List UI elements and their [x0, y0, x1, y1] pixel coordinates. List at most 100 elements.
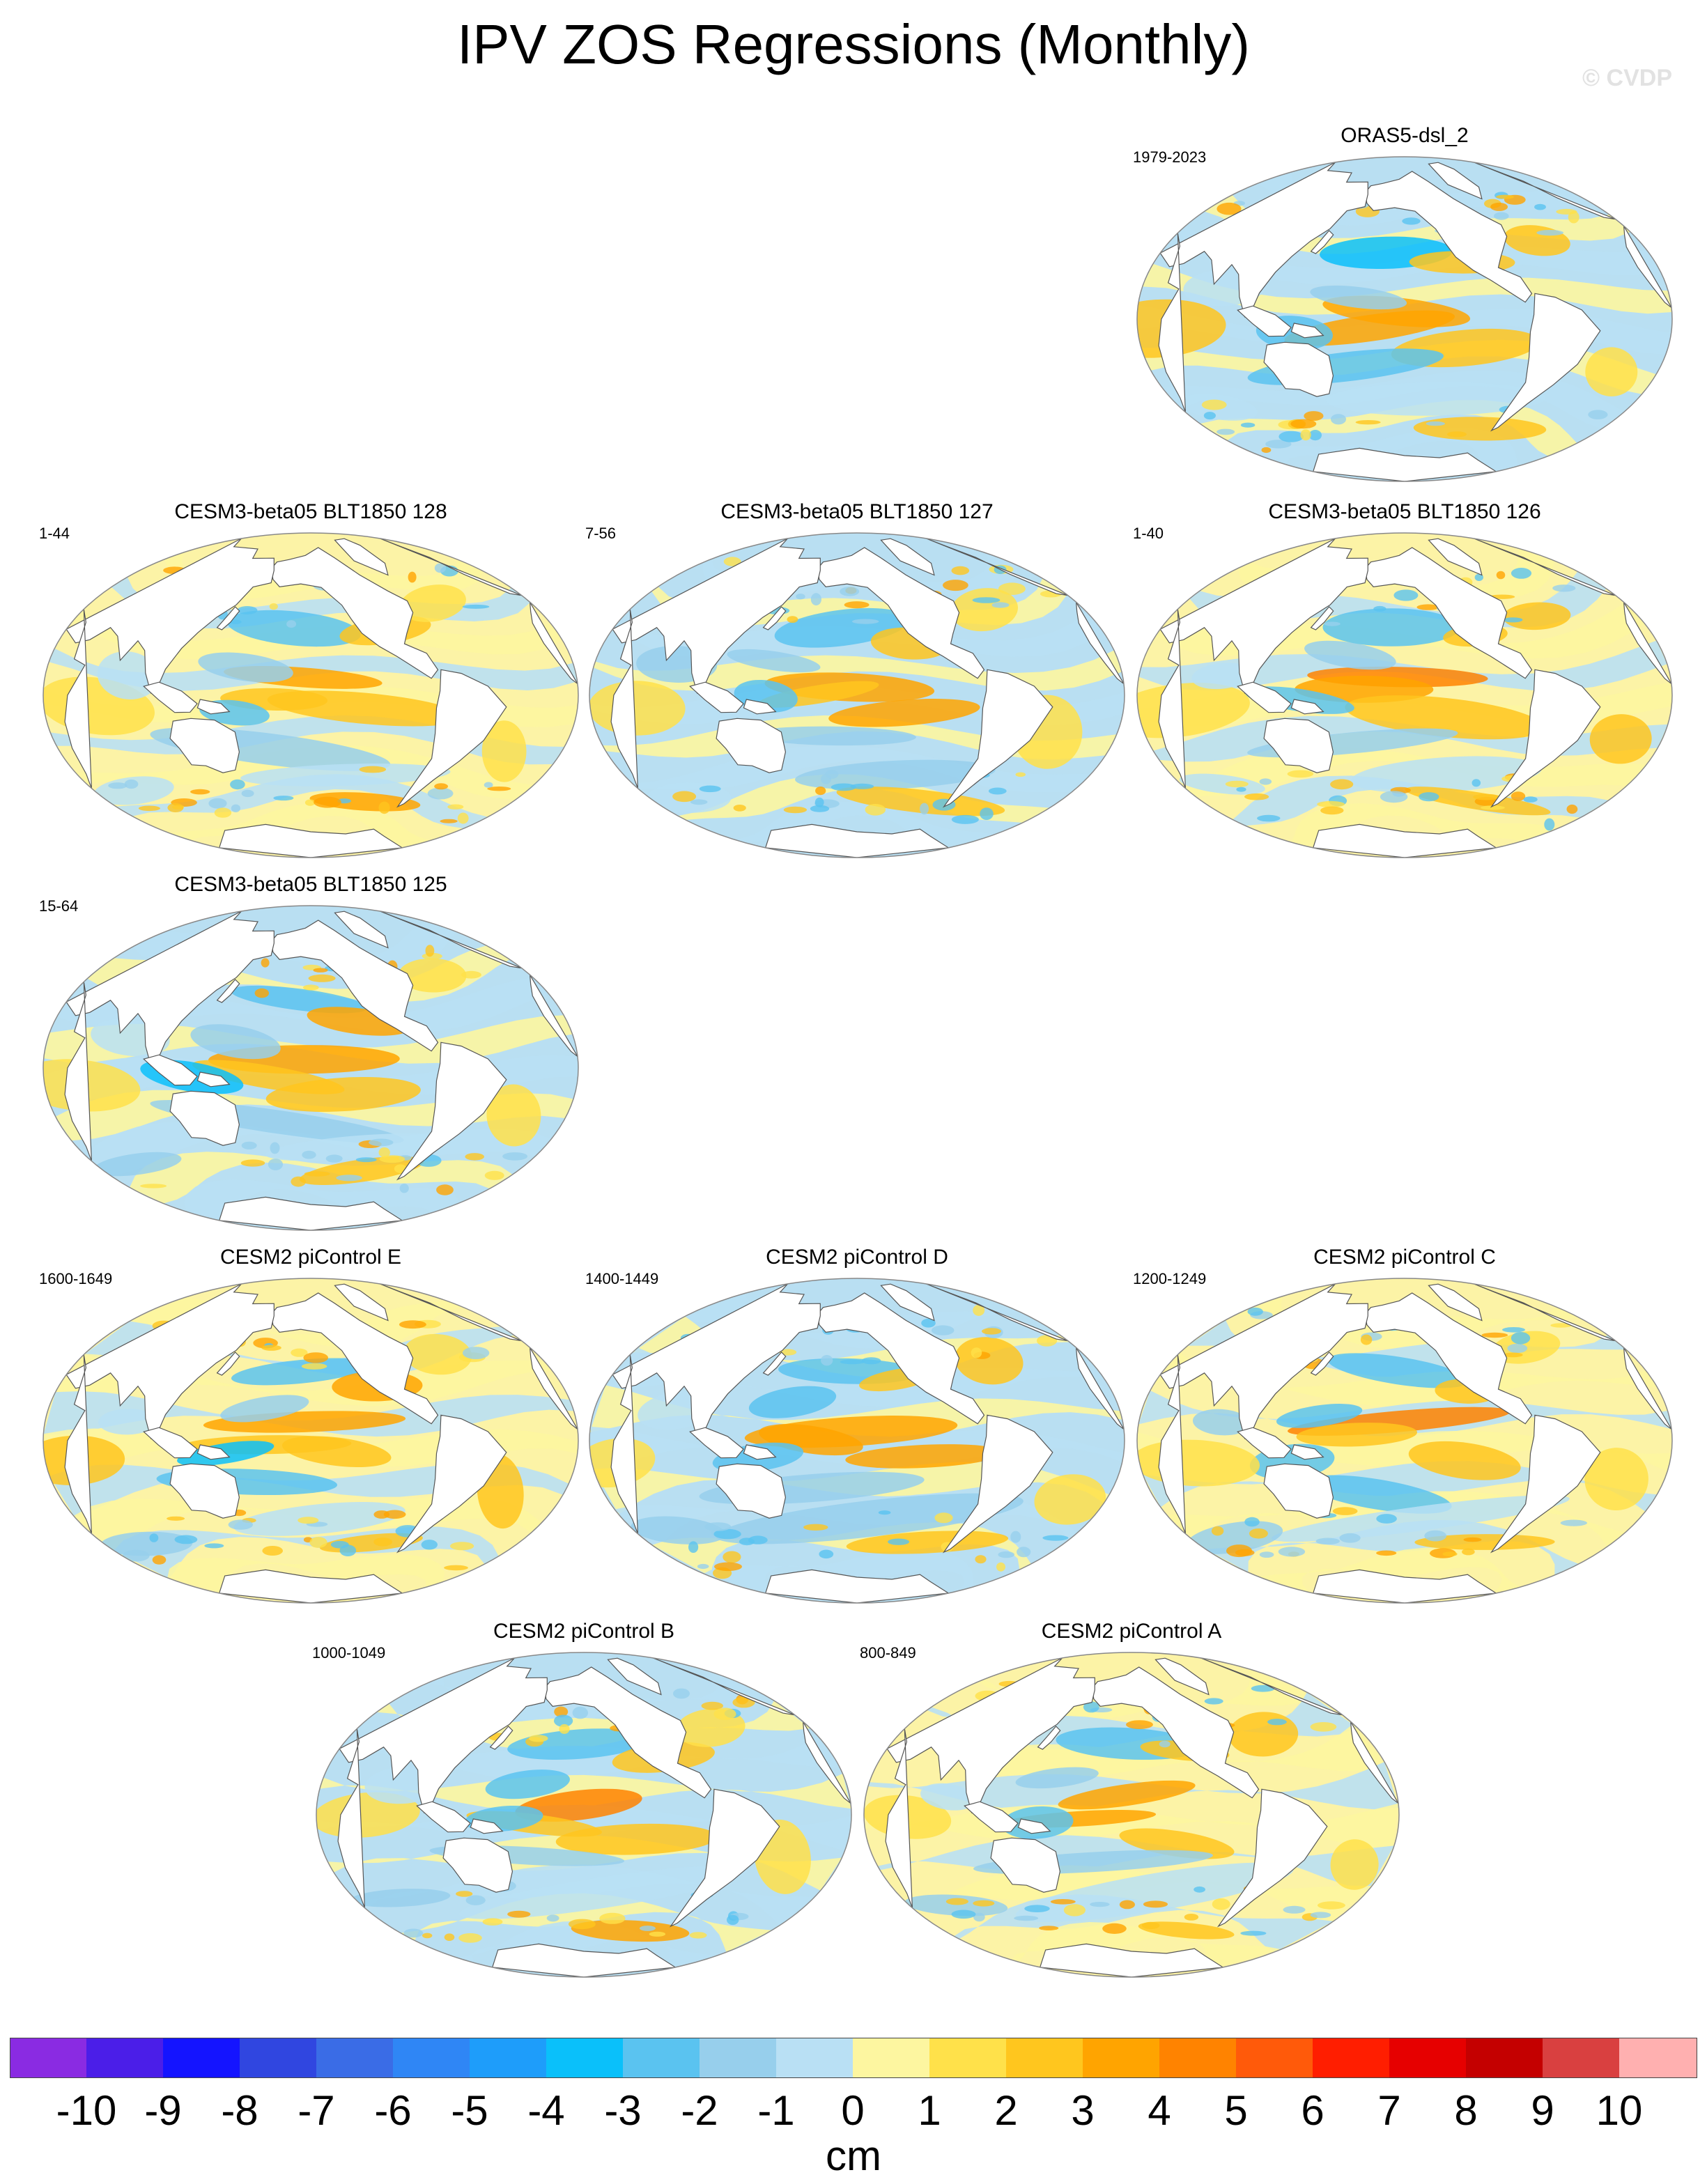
- land-antarctica: [1312, 447, 1498, 481]
- world-map: [589, 532, 1125, 858]
- land-africa-east: [64, 982, 92, 1161]
- anomaly-speckle: [462, 1347, 490, 1359]
- land-africa-east: [1158, 1354, 1186, 1534]
- figure-title: IPV ZOS Regressions (Monthly): [456, 13, 1251, 75]
- land-new-guinea: [196, 699, 231, 715]
- anomaly-speckle: [1244, 793, 1269, 800]
- anomaly-speckle: [325, 1154, 343, 1163]
- colorbar-tick-label: -6: [374, 2087, 412, 2134]
- colorbar-cell: [10, 2038, 87, 2078]
- land-indonesia: [1237, 681, 1292, 713]
- anomaly-speckle: [943, 580, 968, 591]
- colorbar-tick-label: 6: [1301, 2087, 1324, 2134]
- land-africa-east: [64, 609, 92, 789]
- anomaly-contour: [1345, 695, 1545, 740]
- anomaly-speckle: [229, 619, 242, 624]
- anomaly-speckle: [1566, 804, 1578, 814]
- anomaly-band: [602, 1347, 1104, 1407]
- map-panel: CESM2 piControl A 800-849: [860, 1618, 1403, 1980]
- panel-title: ORAS5-dsl_2: [1341, 124, 1469, 147]
- anomaly-speckle: [1376, 1550, 1397, 1556]
- anomaly-speckle: [1203, 412, 1216, 420]
- anomaly-band: [75, 745, 534, 800]
- anomaly-speckle: [336, 1175, 362, 1182]
- anomaly-speckle: [241, 1141, 257, 1149]
- land-north-america: [270, 547, 439, 679]
- colorbar-cell: [163, 2038, 240, 2078]
- anomaly-contour: [1137, 299, 1226, 358]
- anomaly-contour: [299, 1156, 424, 1185]
- anomaly-speckle: [1355, 420, 1381, 425]
- land-africa-west: [530, 1347, 578, 1430]
- anomaly-contour: [846, 1531, 1009, 1554]
- anomaly-contour: [631, 1516, 725, 1544]
- world-map: [1136, 1278, 1673, 1604]
- anomaly-contour: [828, 699, 980, 727]
- anomaly-speckle: [1024, 1905, 1050, 1912]
- anomaly-speckle: [673, 1688, 690, 1699]
- anomaly-band: [1162, 370, 1624, 429]
- anomaly-speckle: [1194, 1886, 1205, 1893]
- anomaly-speckle: [304, 1171, 330, 1177]
- land-greenland: [334, 911, 389, 949]
- land-south-america: [396, 669, 507, 808]
- anomaly-speckle: [421, 1540, 438, 1550]
- anomaly-speckle: [378, 801, 390, 814]
- anomaly-speckle: [1494, 212, 1509, 220]
- anomaly-contour: [555, 1823, 718, 1855]
- anomaly-speckle: [304, 799, 316, 806]
- land-africa-east: [337, 1728, 365, 1908]
- land-eurasia-west-europe: [926, 1283, 1068, 1342]
- land-japan: [1310, 230, 1334, 254]
- anomaly-speckle: [1416, 604, 1439, 610]
- anomaly-speckle: [1331, 414, 1346, 425]
- anomaly-contour: [198, 652, 293, 683]
- colorbar-cell: [929, 2038, 1007, 2078]
- anomaly-speckle: [1184, 1914, 1199, 1921]
- anomaly-speckle: [286, 620, 297, 628]
- anomaly-speckle: [639, 1926, 656, 1931]
- land-new-guinea: [1290, 323, 1324, 339]
- anomaly-contour: [231, 1358, 371, 1386]
- panel-period: 15-64: [39, 897, 79, 915]
- world-map: [1136, 156, 1673, 482]
- anomaly-speckle: [1481, 1332, 1508, 1338]
- anomaly-speckle: [309, 1537, 327, 1548]
- colorbar-tick-label: 0: [841, 2087, 865, 2134]
- anomaly-band: [169, 801, 431, 849]
- anomaly-contour: [715, 1493, 1024, 1544]
- anomaly-band: [73, 1496, 542, 1551]
- anomaly-speckle: [1017, 1547, 1031, 1558]
- anomaly-speckle: [355, 1157, 377, 1163]
- land-africa-west: [1623, 602, 1672, 685]
- anomaly-speckle: [378, 1147, 390, 1158]
- anomaly-speckle: [1216, 428, 1235, 435]
- land-africa-west: [1623, 1347, 1672, 1430]
- anomaly-band: [703, 1549, 973, 1595]
- anomaly-band: [184, 1179, 461, 1223]
- anomaly-speckle: [268, 1159, 283, 1170]
- anomaly-speckle: [1360, 1334, 1373, 1345]
- anomaly-speckle: [383, 1510, 406, 1519]
- land-north-america: [817, 547, 985, 679]
- land-eurasia-east: [612, 538, 821, 695]
- anomaly-speckle: [1283, 1905, 1306, 1914]
- anomaly-speckle: [1259, 1551, 1274, 1558]
- anomaly-speckle: [796, 594, 805, 600]
- land-africa-west: [803, 1721, 851, 1804]
- anomaly-contour: [403, 1333, 472, 1375]
- anomaly-contour: [1330, 1839, 1379, 1890]
- land-greenland: [1428, 1283, 1483, 1322]
- panel-title: CESM2 piControl A: [1041, 1620, 1222, 1643]
- anomaly-contour: [1034, 1474, 1106, 1525]
- anomaly-speckle: [482, 1918, 503, 1926]
- anomaly-speckle: [1251, 1685, 1275, 1692]
- anomaly-contour: [316, 1792, 420, 1838]
- anomaly-speckle: [152, 1555, 167, 1565]
- land-australia: [716, 718, 787, 773]
- colorbar-cell: [1466, 2038, 1543, 2078]
- anomaly-speckle: [273, 796, 294, 801]
- land-eurasia-east: [1159, 162, 1368, 318]
- map-border: [1136, 156, 1673, 482]
- panel-period: 800-849: [860, 1644, 916, 1662]
